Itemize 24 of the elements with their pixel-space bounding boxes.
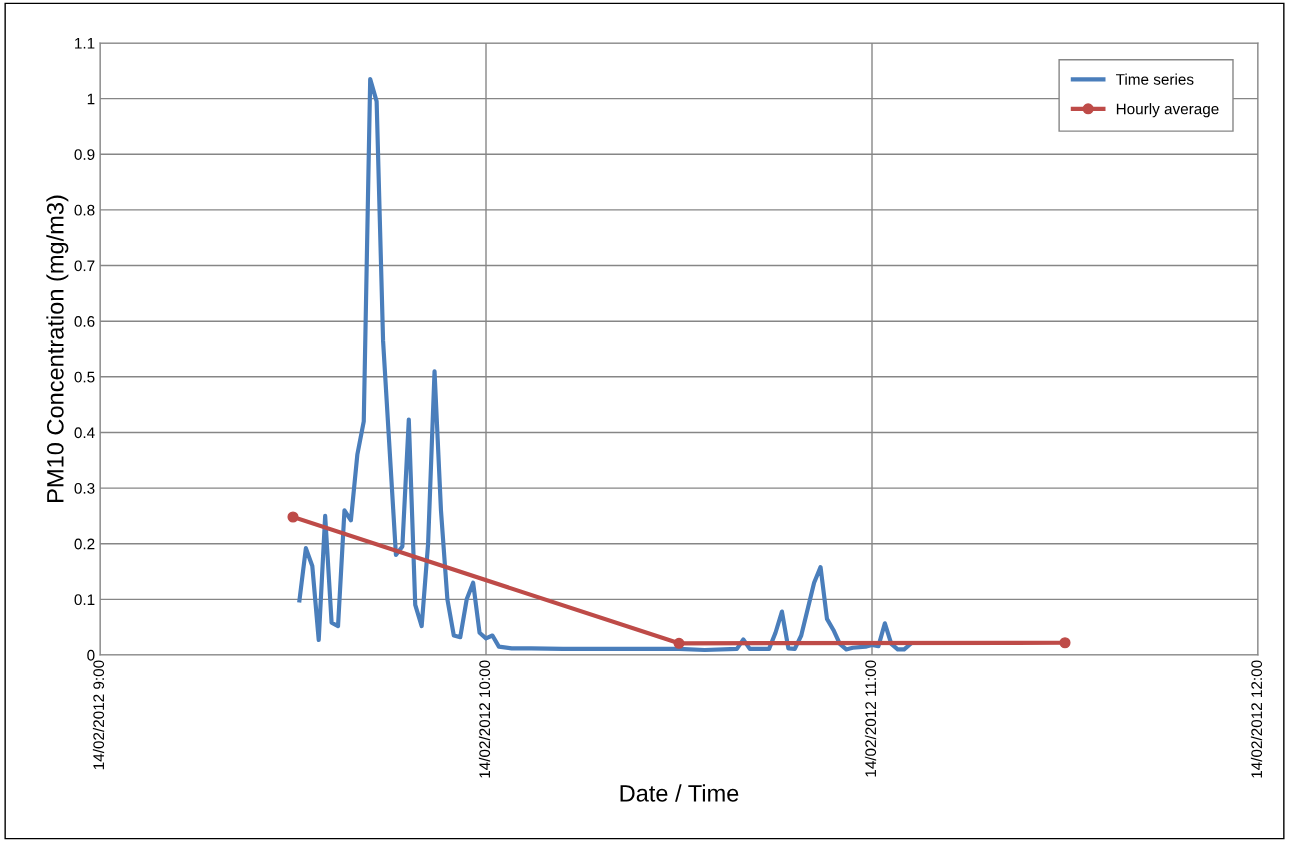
y-tick-label: 0.8 xyxy=(74,204,95,216)
line-series xyxy=(297,77,913,653)
legend-label: Hourly average xyxy=(1116,103,1219,118)
y-tick-label: 0.7 xyxy=(74,260,95,272)
x-tick-label: 14/02/2012 9:00 xyxy=(92,660,105,770)
x-axis-title: Date / Time xyxy=(620,784,739,802)
y-tick-label: 1.1 xyxy=(75,38,95,49)
x-tick-label: 14/02/2012 12:00 xyxy=(1250,660,1263,778)
y-tick-label: 1 xyxy=(87,93,95,105)
y-tick-label: 0.6 xyxy=(74,316,95,327)
y-tick-label: 0.9 xyxy=(74,149,95,160)
point xyxy=(287,511,299,523)
y-axis-title: PM10 Concentration (mg/m3) xyxy=(46,195,69,502)
point xyxy=(673,637,685,649)
x-tick-label: 14/02/2012 10:00 xyxy=(478,660,491,778)
y-tick-label: 0 xyxy=(87,649,95,661)
y-tick-label: 0.3 xyxy=(74,482,95,494)
y-tick-label: 0.2 xyxy=(74,538,95,550)
x-tick-label: 14/02/2012 11:00 xyxy=(864,660,877,777)
legend-label: Time series xyxy=(1115,73,1194,85)
y-tick-label: 0.4 xyxy=(74,427,95,439)
y-tick-label: 0.5 xyxy=(74,371,95,383)
point xyxy=(1059,637,1071,649)
y-tick-label: 0.1 xyxy=(74,594,95,606)
